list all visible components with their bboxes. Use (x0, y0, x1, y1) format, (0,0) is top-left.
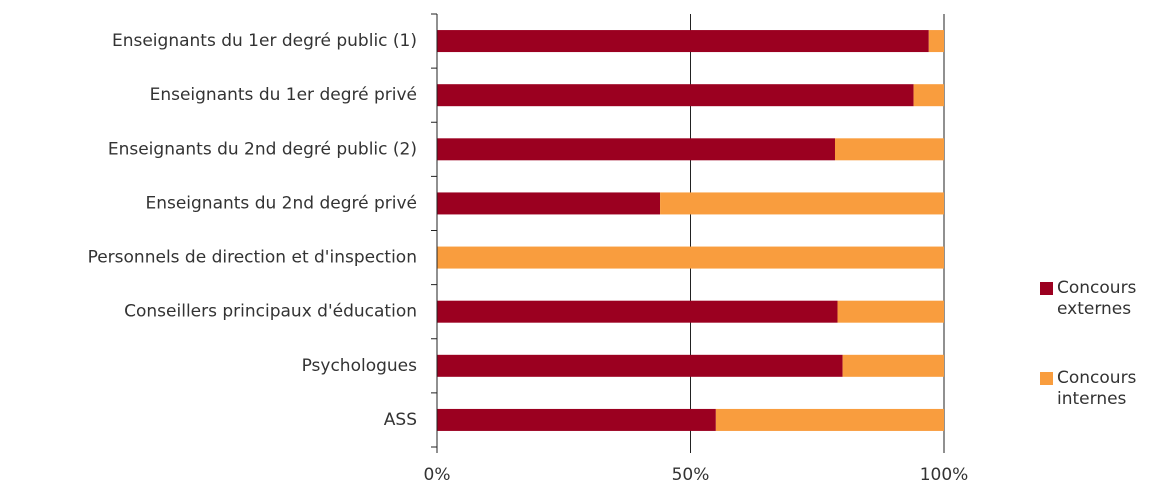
bar-segment (437, 300, 838, 323)
bar-segment (842, 354, 944, 377)
legend-label: Concours internes (1057, 368, 1137, 409)
bar-segment (437, 192, 661, 215)
legend-swatch (1040, 372, 1053, 385)
x-tick-label: 0% (424, 465, 451, 485)
y-tick-label: ASS (384, 410, 417, 430)
bar-segment (660, 192, 944, 215)
bar-segment (437, 30, 929, 53)
bar-segment (834, 138, 944, 161)
bar-segment (913, 84, 944, 107)
y-tick-label: Conseillers principaux d'éducation (124, 302, 417, 322)
y-tick-label: Enseignants du 2nd degré public (2) (108, 139, 417, 159)
y-tick-label: Psychologues (302, 356, 418, 376)
bar-segment (437, 246, 944, 269)
y-tick-label: Personnels de direction et d'inspection (88, 248, 417, 268)
y-tick-label: Enseignants du 1er degré privé (150, 85, 417, 105)
y-tick-label: Enseignants du 2nd degré privé (145, 193, 417, 213)
bar-segment (928, 30, 944, 53)
legend-item: Concours internes (1040, 368, 1157, 410)
x-tick-label: 100% (920, 465, 969, 485)
bar-segment (437, 354, 843, 377)
bar-segment (715, 408, 944, 431)
y-tick-label: Enseignants du 1er degré public (1) (112, 31, 417, 51)
bar-segment (437, 84, 914, 107)
legend-swatch (1040, 282, 1053, 295)
legend-label: Concours externes (1057, 278, 1137, 319)
bar-segment (437, 408, 716, 431)
x-tick-label: 50% (672, 465, 710, 485)
legend-item: Concours externes (1040, 278, 1157, 320)
bar-segment (437, 138, 835, 161)
bar-segment (837, 300, 944, 323)
